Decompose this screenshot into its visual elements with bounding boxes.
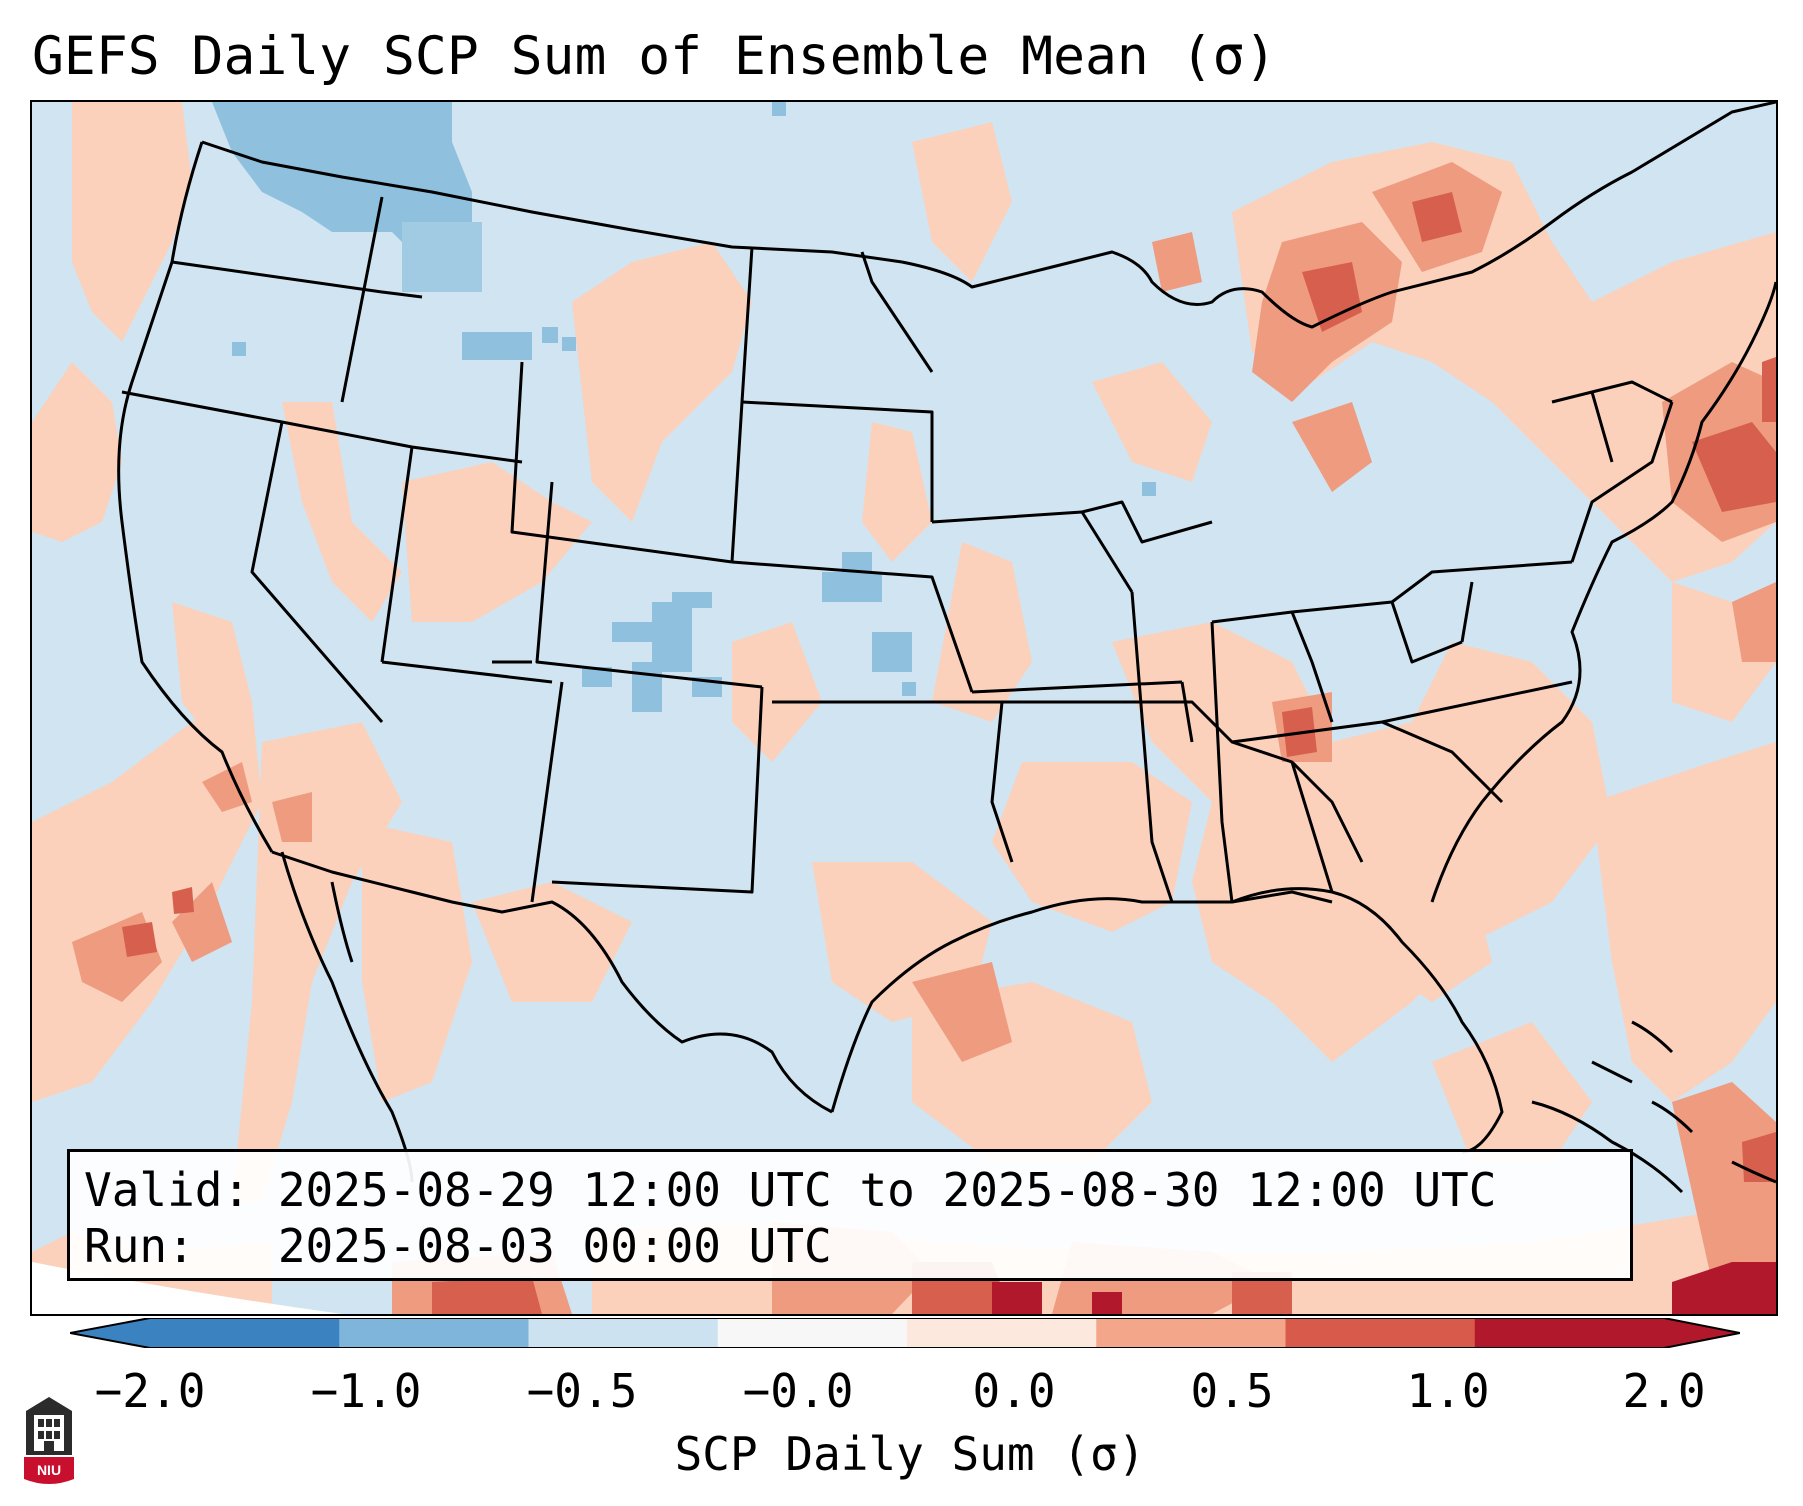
niu-logo: NIU (24, 1397, 74, 1484)
colorbar-tick-label: −0.5 (526, 1364, 638, 1418)
colorbar-tick-label: −1.0 (310, 1364, 422, 1418)
colorbar-extend-low (70, 1318, 150, 1348)
colorbar-tick-label: 2.0 (1622, 1364, 1706, 1418)
run-time-text: Run: 2025-08-03 00:00 UTC (84, 1219, 832, 1273)
colorbar-tick-label: 0.0 (972, 1364, 1056, 1418)
colorbar-segment (150, 1318, 340, 1348)
colorbar-segment (339, 1318, 529, 1348)
valid-time-text: Valid: 2025-08-29 12:00 UTC to 2025-08-3… (84, 1163, 1497, 1217)
colorbar-tick-label: 0.5 (1190, 1364, 1274, 1418)
colorbar-tick-label: −0.0 (742, 1364, 854, 1418)
colorbar-segment (907, 1318, 1097, 1348)
colorbar-label: SCP Daily Sum (σ) (674, 1427, 1146, 1481)
colorbar-tick-label: −2.0 (94, 1364, 206, 1418)
colorbar-segment (1474, 1318, 1665, 1348)
colorbar-segment (1285, 1318, 1476, 1348)
boundary-lines (117, 102, 1776, 1194)
colorbar-segment (1096, 1318, 1286, 1348)
colorbar-tick-label: 1.0 (1406, 1364, 1490, 1418)
map-panel (30, 100, 1778, 1316)
colorbar-segment (717, 1318, 908, 1348)
page-title: GEFS Daily SCP Sum of Ensemble Mean (σ) (32, 26, 1277, 87)
scp-anomaly-map (32, 102, 1776, 1314)
valid-run-info-box: Valid: 2025-08-29 12:00 UTC to 2025-08-3… (67, 1149, 1633, 1281)
colorbar (70, 1318, 1740, 1348)
svg-text:NIU: NIU (37, 1462, 61, 1478)
colorbar-segment (528, 1318, 719, 1348)
projection-edge (32, 1262, 342, 1314)
colorbar-extend-high (1664, 1318, 1740, 1348)
extreme-positive-field (992, 1262, 1776, 1314)
